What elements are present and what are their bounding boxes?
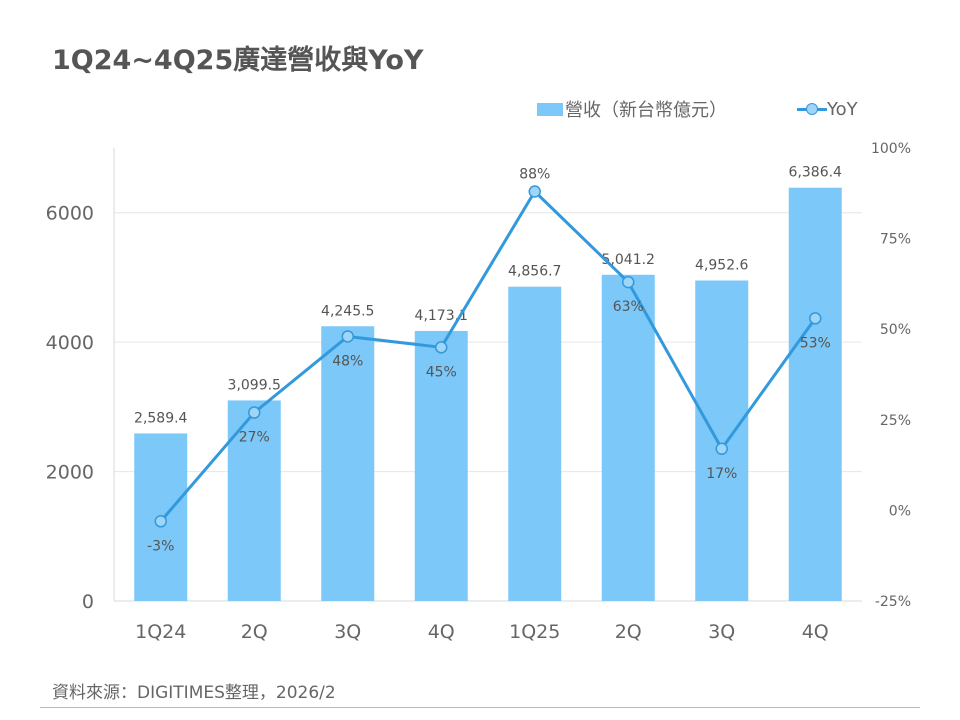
legend-label-yoy: YoY (827, 98, 858, 120)
bar-value-label: 4,245.5 (321, 303, 374, 319)
yoy-point (528, 185, 541, 198)
y-right-tick-label: -25% (875, 594, 911, 610)
x-tick-label: 3Q (708, 621, 735, 643)
yoy-point (154, 515, 167, 528)
x-tick-label: 1Q24 (135, 621, 186, 643)
bar-value-label: 4,173.1 (415, 308, 468, 324)
bar-value-label: 3,099.5 (228, 377, 281, 393)
y-left-tick-label: 0 (82, 591, 94, 613)
x-tick-label: 2Q (241, 621, 268, 643)
bar-value-label: 4,952.6 (695, 257, 749, 273)
yoy-point (715, 442, 728, 456)
yoy-value-label: -3% (147, 538, 174, 554)
legend-swatch-line (797, 101, 827, 117)
yoy-value-label: 88% (519, 166, 550, 182)
yoy-value-label: 48% (332, 353, 363, 369)
y-right-tick-label: 25% (880, 413, 911, 429)
yoy-line (159, 189, 817, 523)
y-right-tick-label: 0% (889, 503, 911, 519)
x-tick-label: 2Q (615, 621, 642, 643)
yoy-value-label: 45% (426, 364, 457, 380)
bar (788, 187, 842, 601)
yoy-value-label: 27% (239, 430, 270, 446)
yoy-point (809, 312, 822, 325)
chart-title: 1Q24~4Q25廣達營收與YoY (52, 45, 424, 76)
bar-value-label: 4,856.7 (508, 264, 561, 280)
x-tick-label: 4Q (802, 621, 829, 643)
bottom-divider (40, 707, 920, 708)
yoy-value-label: 63% (613, 299, 644, 315)
yoy-point (341, 330, 354, 343)
legend-label-revenue: 營收（新台幣億元） (565, 100, 727, 121)
yoy-point (622, 275, 635, 289)
yoy-value-label: 53% (800, 335, 831, 351)
yoy-point (248, 406, 261, 419)
y-right-tick-label: 100% (871, 141, 911, 157)
legend-swatch-bar (537, 102, 563, 116)
yoy-point (435, 341, 448, 354)
bar-value-label: 2,589.4 (134, 410, 188, 426)
y-right-tick-label: 50% (880, 322, 911, 338)
x-tick-label: 1Q25 (509, 621, 560, 643)
x-tick-label: 3Q (334, 621, 361, 643)
y-left-tick-label: 4000 (46, 332, 94, 354)
bar-value-label: 6,386.4 (789, 165, 843, 181)
bar (695, 280, 749, 601)
bar (601, 274, 655, 601)
x-tick-label: 4Q (428, 621, 455, 643)
bar-value-label: 5,041.2 (602, 252, 655, 268)
y-left-tick-label: 6000 (46, 203, 94, 225)
yoy-value-label: 17% (706, 466, 737, 482)
y-right-tick-label: 75% (880, 232, 911, 248)
source-note: 資料來源：DIGITIMES整理，2026/2 (52, 683, 336, 703)
legend-item-revenue: 營收（新台幣億元） (537, 96, 727, 122)
bar (414, 330, 468, 601)
bar (321, 326, 375, 601)
y-left-tick-label: 2000 (46, 462, 94, 484)
bar (508, 286, 562, 601)
legend-item-yoy: YoY (797, 96, 858, 122)
